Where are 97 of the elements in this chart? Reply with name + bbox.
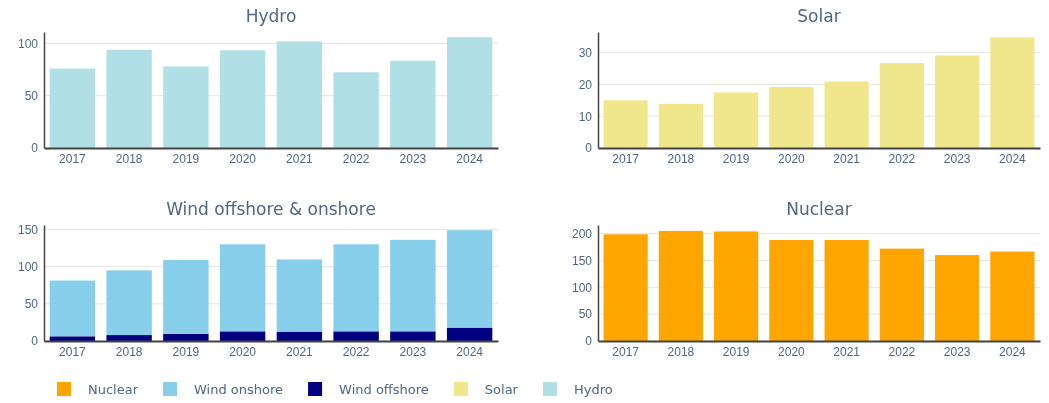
bar <box>276 331 323 341</box>
bar <box>769 240 814 341</box>
bar <box>990 37 1035 148</box>
bar <box>163 333 209 341</box>
x-tick-label: 2022 <box>888 344 916 359</box>
bar <box>935 255 980 341</box>
bar <box>276 259 323 332</box>
x-tick-label: 2020 <box>778 344 806 359</box>
bar <box>163 66 209 148</box>
y-tick-label: 10 <box>578 109 593 124</box>
bar <box>935 55 980 148</box>
y-tick-label: 100 <box>571 280 593 295</box>
x-tick-label: 2017 <box>59 151 87 166</box>
y-tick-label: 100 <box>17 259 39 274</box>
bar <box>219 50 266 148</box>
bar <box>49 280 96 337</box>
bar <box>106 270 152 336</box>
bar <box>658 230 703 341</box>
chart-title: Solar <box>797 6 841 26</box>
y-tick-label: 100 <box>17 36 39 51</box>
bar <box>333 244 379 332</box>
x-tick-label: 2019 <box>172 344 200 359</box>
bar <box>49 336 96 341</box>
y-tick-label: 50 <box>24 297 39 312</box>
y-tick-label: 150 <box>17 222 39 237</box>
x-tick-label: 2024 <box>456 344 484 359</box>
bar <box>879 63 924 148</box>
x-tick-label: 2022 <box>342 344 370 359</box>
bar <box>446 327 493 341</box>
bar <box>714 231 759 341</box>
x-tick-label: 2024 <box>456 151 484 166</box>
legend-label: Nuclear <box>88 382 139 397</box>
x-tick-label: 2018 <box>667 151 695 166</box>
chart-title: Nuclear <box>786 199 852 219</box>
x-tick-label: 2021 <box>833 151 861 166</box>
x-tick-label: 2018 <box>115 344 143 359</box>
x-tick-label: 2022 <box>342 151 370 166</box>
chart-title: Wind offshore & onshore <box>166 199 376 219</box>
x-tick-label: 2024 <box>999 344 1027 359</box>
y-tick-label: 20 <box>578 77 593 92</box>
y-tick-label: 50 <box>578 307 593 322</box>
x-tick-label: 2019 <box>722 151 750 166</box>
x-tick-label: 2023 <box>399 344 427 359</box>
bar <box>333 331 379 341</box>
x-tick-label: 2023 <box>399 151 427 166</box>
bar <box>769 86 814 148</box>
x-tick-label: 2018 <box>667 344 695 359</box>
legend-label: Hydro <box>573 382 613 397</box>
y-tick-label: 0 <box>585 141 593 156</box>
bar <box>824 240 869 341</box>
bar <box>879 248 924 341</box>
x-tick-label: 2020 <box>229 344 257 359</box>
x-tick-label: 2017 <box>59 344 87 359</box>
legend-label: Wind onshore <box>194 382 284 397</box>
y-tick-label: 0 <box>585 334 593 349</box>
y-tick-label: 150 <box>571 253 593 268</box>
bar <box>219 244 266 332</box>
bar <box>446 230 493 328</box>
bar <box>333 72 379 148</box>
y-tick-label: 0 <box>31 141 39 156</box>
x-tick-label: 2019 <box>722 344 750 359</box>
x-tick-label: 2017 <box>612 344 640 359</box>
y-tick-label: 30 <box>578 46 593 60</box>
bar <box>106 49 152 148</box>
x-tick-label: 2023 <box>943 344 971 359</box>
y-tick-label: 50 <box>24 89 39 104</box>
bar <box>603 234 648 341</box>
x-tick-label: 2020 <box>778 151 806 166</box>
x-tick-label: 2022 <box>888 151 916 166</box>
bar <box>390 60 436 148</box>
legend-label: Wind offshore <box>339 382 429 397</box>
bar <box>390 331 436 341</box>
legend-label: Solar <box>484 382 519 397</box>
bar <box>106 335 152 341</box>
bar <box>49 68 96 148</box>
x-tick-label: 2024 <box>999 151 1027 166</box>
y-tick-label: 200 <box>571 226 593 241</box>
bar <box>990 251 1035 341</box>
chart-title: Hydro <box>245 6 297 26</box>
x-tick-label: 2019 <box>172 151 200 166</box>
x-tick-label: 2020 <box>229 151 257 166</box>
bar <box>276 41 323 148</box>
bar <box>390 239 436 332</box>
x-tick-label: 2023 <box>943 151 971 166</box>
bar <box>219 331 266 341</box>
x-tick-label: 2021 <box>286 151 314 166</box>
bar <box>658 103 703 148</box>
bar <box>824 81 869 148</box>
x-tick-label: 2018 <box>115 151 143 166</box>
bar <box>714 92 759 148</box>
bar <box>446 37 493 148</box>
x-tick-label: 2021 <box>833 344 861 359</box>
x-tick-label: 2017 <box>612 151 640 166</box>
bar <box>163 259 209 334</box>
y-tick-label: 0 <box>31 334 39 349</box>
x-tick-label: 2021 <box>286 344 314 359</box>
bar <box>603 100 648 148</box>
